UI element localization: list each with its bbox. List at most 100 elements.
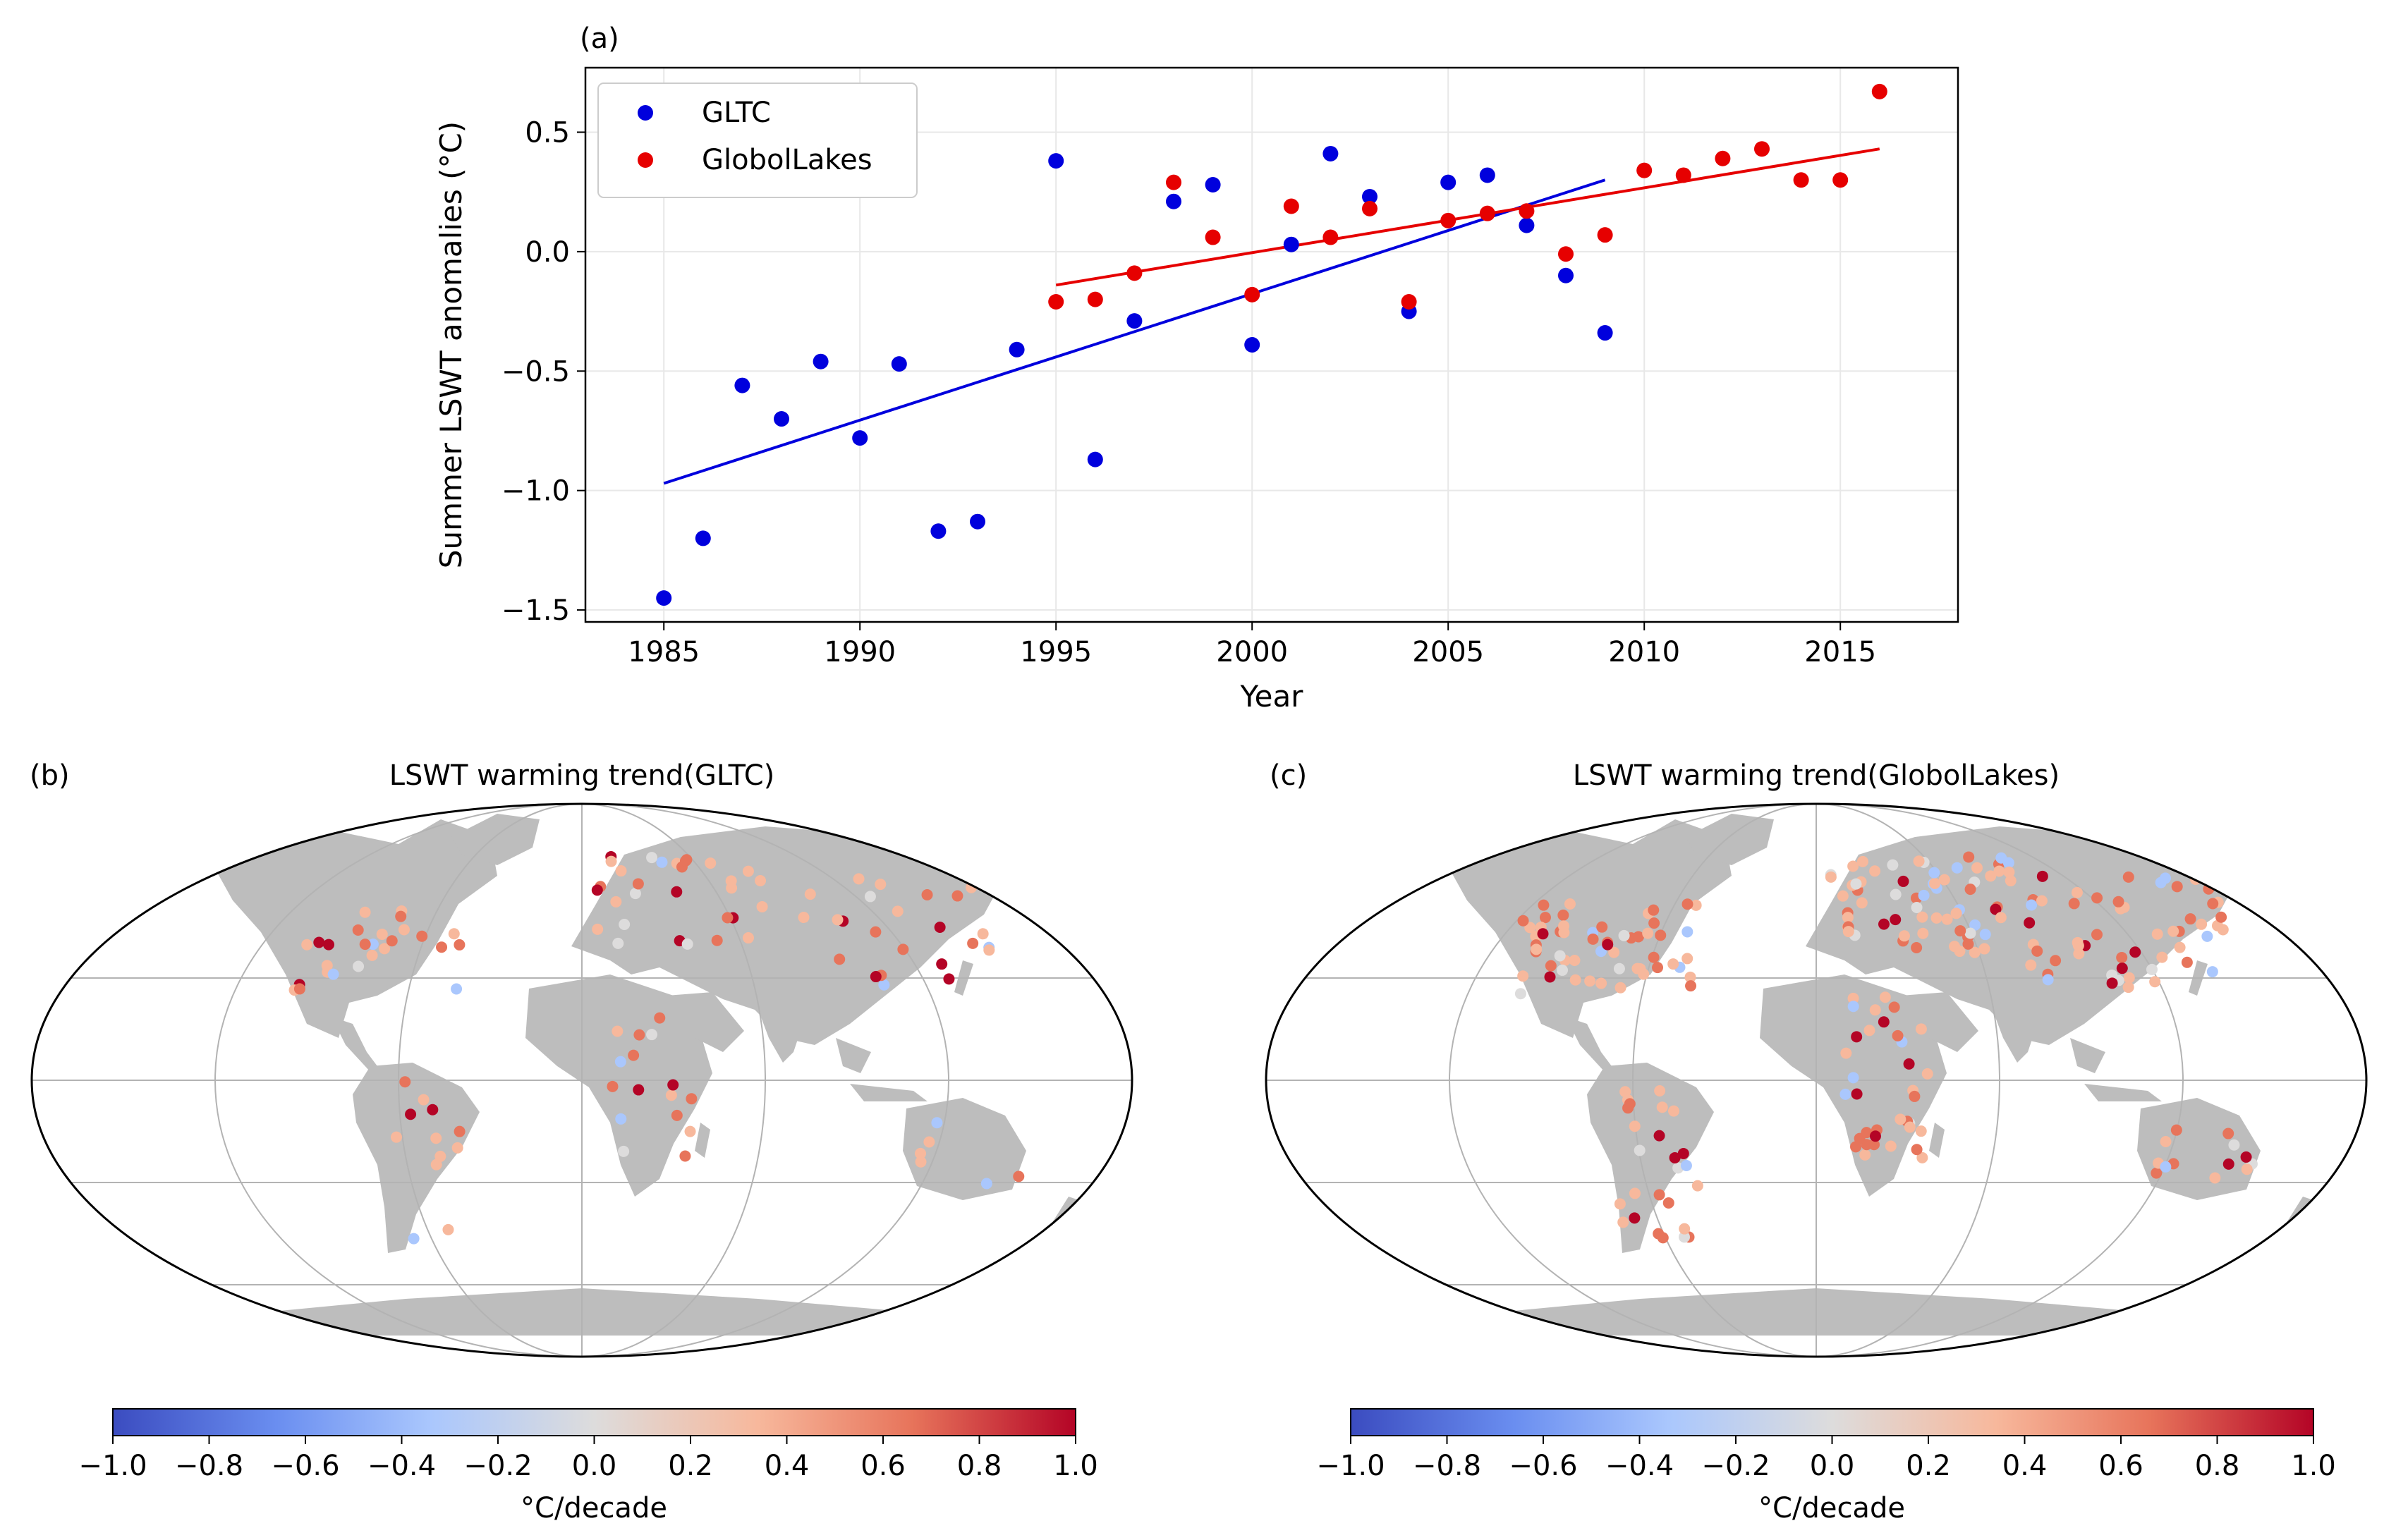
world-map-globollakes [1266, 804, 2366, 1357]
lake-point [1856, 855, 1868, 867]
lake-point [1911, 901, 1923, 913]
colorbar-tick-label: −1.0 [78, 1450, 147, 1482]
point-globollakes [1244, 286, 1260, 302]
lake-point [2036, 895, 2048, 907]
lake-point [2160, 1161, 2172, 1173]
lake-point [619, 918, 631, 930]
lake-point [390, 1131, 402, 1143]
x-tick-label: 1990 [824, 636, 896, 668]
x-tick-label: 2005 [1412, 636, 1484, 668]
point-gltc [1048, 153, 1064, 169]
lake-point [1847, 1001, 1859, 1013]
lake-point [897, 943, 909, 955]
x-tick-label: 2010 [1608, 636, 1680, 668]
lake-point [1928, 867, 1940, 879]
lake-point [1839, 1088, 1851, 1100]
colorbar-tick-label: 0.0 [572, 1450, 617, 1482]
panel-b: (b) LSWT warming trend(GLTC) −1.0 −0.8 −0.… [30, 759, 1133, 1524]
lake-point [1938, 874, 1950, 886]
lake-point [2170, 1124, 2182, 1136]
lake-point [870, 926, 882, 938]
lake-point [2181, 956, 2193, 968]
colorbar-tick-label: −0.2 [463, 1450, 532, 1482]
lake-point [1954, 925, 1966, 937]
lake-point [1654, 1084, 1666, 1096]
lake-point [915, 1156, 927, 1168]
lake-point [1539, 912, 1551, 924]
lake-point [671, 1109, 683, 1121]
lake-point [1837, 890, 1849, 902]
lake-point [1613, 963, 1625, 974]
lake-point [1569, 974, 1581, 986]
lake-point [607, 1080, 619, 1092]
lake-point [864, 891, 876, 903]
point-gltc [1087, 451, 1103, 468]
lake-point [2116, 952, 2128, 964]
panel-c-title: LSWT warming trend(GlobolLakes) [1573, 759, 2060, 792]
lake-point [892, 905, 904, 917]
lake-point [430, 1132, 442, 1144]
lake-point [1680, 1159, 1692, 1171]
lake-point [1897, 875, 1909, 887]
lake-point [353, 960, 365, 972]
lake-point [2222, 1128, 2234, 1139]
lake-point [1962, 938, 1974, 950]
lake-point [1669, 1151, 1681, 1163]
lake-point [2073, 948, 2085, 960]
lake-point [2149, 976, 2161, 988]
colorbar-label: °C/decade [1758, 1492, 1905, 1524]
colorbar-tick-label: 0.2 [1906, 1450, 1951, 1482]
panel-a-x-ticks: 1985 1990 1995 2000 2005 2010 2015 [628, 622, 1876, 668]
lake-point [2003, 866, 2015, 878]
lake-point [1929, 877, 1941, 889]
lake-point [875, 879, 887, 891]
lake-point [980, 1178, 992, 1190]
lake-point [665, 1089, 677, 1101]
lake-point [742, 865, 754, 877]
point-globollakes [1048, 294, 1064, 310]
panel-a-y-axis-label: Summer LSWT anomalies (°C) [434, 121, 468, 568]
lake-point [1629, 1212, 1641, 1224]
lake-point [1890, 888, 1902, 900]
lake-point [2207, 898, 2219, 910]
lake-point [1918, 889, 1930, 901]
lake-point [2071, 886, 2083, 898]
lake-point [2122, 982, 2134, 994]
point-gltc [695, 530, 711, 546]
lake-point [1847, 1072, 1859, 1084]
lake-point [1648, 951, 1660, 963]
colorbar-ticks: −1.0 −0.8 −0.6 −0.4 −0.2 0.0 0.2 0.4 0.6 0.8 1.0 [78, 1436, 1098, 1482]
lake-point [1619, 1086, 1631, 1098]
lake-point [612, 1025, 624, 1037]
point-gltc [930, 523, 947, 539]
lake-point [301, 939, 313, 951]
panel-a-y-ticks: −1.5 −1.0 −0.5 0.0 0.5 [501, 116, 585, 627]
lake-point [1993, 865, 2005, 877]
colorbar-tick-label: −0.2 [1701, 1450, 1770, 1482]
lake-point [1679, 1223, 1691, 1235]
lake-point [2160, 1136, 2172, 1148]
lake-point [610, 896, 622, 908]
lake-point [2228, 1139, 2240, 1151]
colorbar-tick-label: 0.8 [957, 1450, 1002, 1482]
colorbar-tick-label: −1.0 [1316, 1450, 1385, 1482]
lake-point [2209, 1172, 2221, 1184]
lake-point [679, 1150, 691, 1162]
point-globollakes [1636, 162, 1653, 178]
lake-point [1681, 898, 1693, 910]
lake-point [1985, 870, 1997, 882]
lake-point [923, 1136, 935, 1148]
lake-point [1662, 1197, 1674, 1209]
lake-point [1677, 1147, 1689, 1159]
colorbar-tick-label: 0.4 [765, 1450, 810, 1482]
point-gltc [734, 377, 750, 393]
lake-point [618, 1145, 630, 1157]
lake-point [726, 882, 738, 894]
point-gltc [1440, 174, 1456, 190]
point-globollakes [1479, 205, 1495, 221]
lake-point [1847, 860, 1859, 872]
lake-point [605, 855, 617, 867]
point-globollakes [1519, 203, 1535, 219]
lake-point [451, 1142, 463, 1154]
trend-line-globollakes [1055, 147, 1880, 287]
